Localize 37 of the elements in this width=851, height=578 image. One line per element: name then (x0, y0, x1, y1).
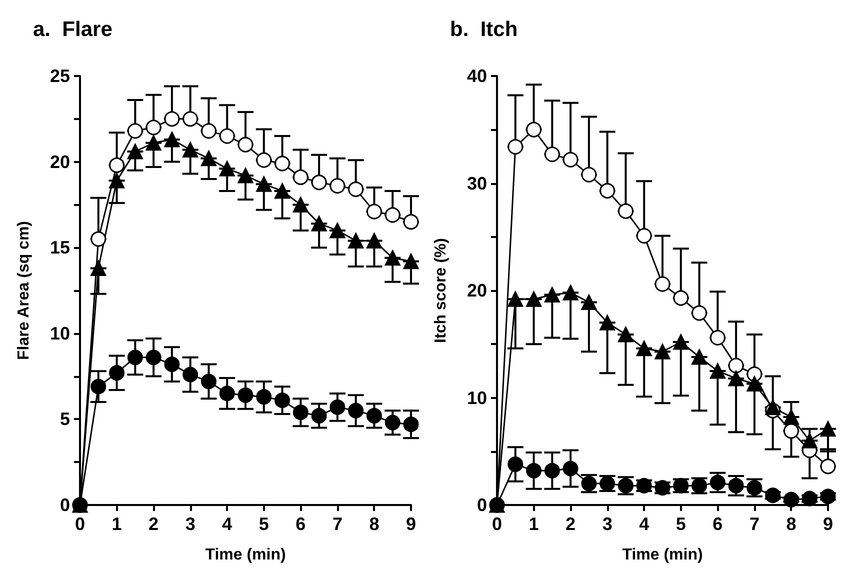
x-tick-label: 1 (528, 514, 539, 534)
y-axis-title: Itch score (%) (432, 238, 450, 343)
x-tick-label: 4 (222, 514, 232, 534)
chart-title: a. Flare (33, 18, 112, 41)
chart-title: b. Itch (450, 18, 518, 41)
x-tick-label: 6 (296, 514, 306, 534)
y-tick-label: 10 (466, 388, 487, 408)
y-tick-label: 25 (50, 66, 70, 86)
x-tick-label: 0 (74, 514, 86, 534)
x-tick-label: 0 (492, 514, 502, 534)
x-tick-label: 5 (676, 514, 686, 534)
x-tick-label: 5 (258, 514, 269, 534)
x-tick-label: 2 (148, 514, 159, 534)
y-tick-label: 20 (50, 152, 70, 172)
x-tick-label: 3 (185, 514, 196, 534)
x-tick-label: 3 (602, 514, 612, 534)
x-tick-label: 7 (749, 514, 760, 534)
y-tick-label: 30 (466, 173, 487, 194)
y-tick-label: 0 (60, 495, 70, 515)
x-tick-label: 9 (822, 514, 834, 534)
x-tick-label: 6 (712, 514, 723, 534)
x-tick-label: 2 (566, 514, 576, 534)
y-tick-label: 10 (50, 323, 70, 344)
x-tick-label: 8 (786, 514, 796, 534)
x-axis-title: Time (min) (622, 546, 703, 564)
x-axis-title: Time (min) (205, 546, 286, 564)
y-axis-title: Flare Area (sq cm) (16, 220, 32, 360)
x-tick-label: 4 (639, 514, 650, 534)
x-tick-label: 1 (112, 514, 122, 534)
y-tick-label: 20 (466, 280, 487, 300)
x-tick-label: 9 (406, 514, 416, 534)
x-tick-label: 8 (369, 514, 380, 534)
y-tick-label: 5 (60, 409, 70, 430)
y-tick-label: 15 (50, 238, 70, 258)
y-tick-label: 0 (476, 495, 487, 515)
y-tick-label: 40 (466, 66, 487, 86)
x-tick-label: 7 (332, 514, 342, 534)
